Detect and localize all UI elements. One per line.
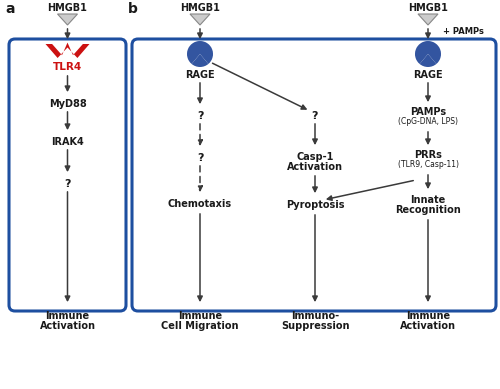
- Text: Chemotaxis: Chemotaxis: [168, 199, 232, 209]
- Text: Cell Migration: Cell Migration: [161, 321, 239, 331]
- Wedge shape: [415, 41, 441, 64]
- Text: ?: ?: [312, 111, 318, 121]
- Text: HMGB1: HMGB1: [48, 3, 88, 13]
- Text: Immune: Immune: [46, 311, 90, 321]
- Text: ?: ?: [197, 153, 203, 163]
- Text: Immuno-: Immuno-: [291, 311, 339, 321]
- Text: RAGE: RAGE: [185, 70, 215, 80]
- Text: HMGB1: HMGB1: [180, 3, 220, 13]
- Text: Activation: Activation: [40, 321, 96, 331]
- Text: Recognition: Recognition: [395, 205, 461, 215]
- Polygon shape: [190, 14, 210, 25]
- Wedge shape: [187, 41, 213, 64]
- FancyBboxPatch shape: [132, 39, 496, 311]
- FancyBboxPatch shape: [9, 39, 126, 311]
- Polygon shape: [418, 14, 438, 25]
- Text: a: a: [5, 2, 15, 16]
- Polygon shape: [46, 43, 90, 58]
- Polygon shape: [58, 14, 78, 25]
- Text: ?: ?: [197, 111, 203, 121]
- Text: Immune: Immune: [178, 311, 222, 321]
- Text: + PAMPs: + PAMPs: [443, 27, 484, 36]
- Text: PAMPs: PAMPs: [410, 107, 446, 117]
- Text: Activation: Activation: [400, 321, 456, 331]
- Text: Suppression: Suppression: [281, 321, 349, 331]
- Text: (CpG-DNA, LPS): (CpG-DNA, LPS): [398, 117, 458, 126]
- Wedge shape: [420, 54, 436, 67]
- Text: Innate: Innate: [410, 195, 446, 205]
- Text: TLR4: TLR4: [53, 62, 82, 72]
- Text: Immune: Immune: [406, 311, 450, 321]
- Text: Activation: Activation: [287, 162, 343, 172]
- Text: Pyroptosis: Pyroptosis: [286, 200, 344, 210]
- Text: PRRs: PRRs: [414, 150, 442, 160]
- Text: RAGE: RAGE: [413, 70, 443, 80]
- Wedge shape: [192, 54, 208, 67]
- Text: ?: ?: [64, 179, 71, 189]
- Text: HMGB1: HMGB1: [408, 3, 448, 13]
- Text: Casp-1: Casp-1: [296, 152, 334, 162]
- Text: IRAK4: IRAK4: [51, 137, 84, 147]
- Text: (TLR9, Casp-11): (TLR9, Casp-11): [398, 160, 458, 169]
- Text: MyD88: MyD88: [48, 99, 86, 109]
- Text: b: b: [128, 2, 138, 16]
